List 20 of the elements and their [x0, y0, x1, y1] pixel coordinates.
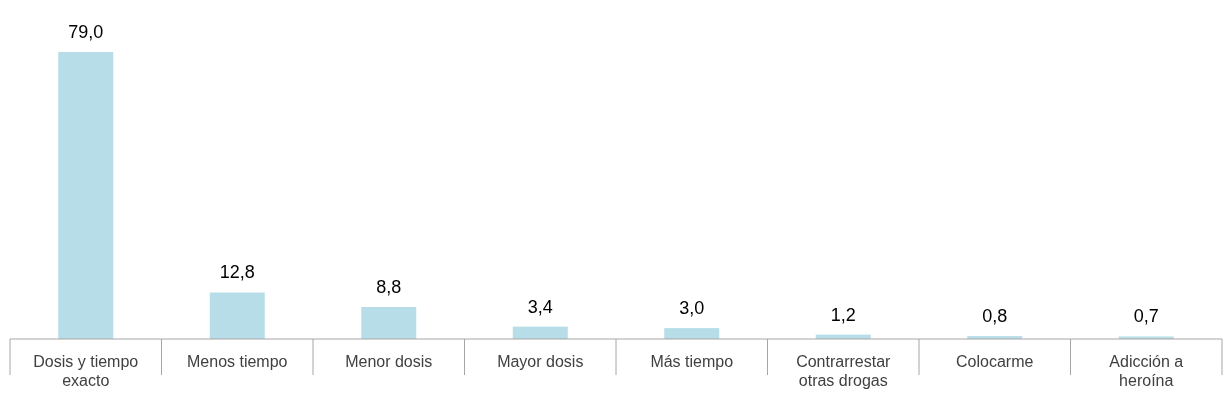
- data-label: 1,2: [830, 304, 856, 325]
- bar: [209, 292, 265, 339]
- data-label: 79,0: [68, 22, 104, 42]
- data-label: 8,8: [376, 277, 402, 298]
- data-label: 0,7: [1133, 306, 1159, 327]
- data-label: 0,8: [982, 306, 1008, 327]
- x-tick-label: Dosis y tiempo exacto: [33, 353, 139, 390]
- bar: [361, 307, 417, 339]
- x-tick-label: Más tiempo: [650, 353, 734, 370]
- x-tick-label: Mayor dosis: [497, 353, 584, 370]
- x-tick-label: Contrarrestar otras drogas: [796, 353, 892, 390]
- x-tick-label: Adicción a heroína: [1109, 353, 1184, 390]
- data-label: 12,8: [219, 262, 255, 283]
- bar: [58, 52, 114, 339]
- data-label: 3,0: [679, 298, 705, 319]
- x-tick-label: Menos tiempo: [187, 353, 288, 370]
- data-label: 3,4: [527, 296, 553, 317]
- x-tick-label: Colocarme: [956, 353, 1034, 370]
- x-tick-label: Menor dosis: [345, 353, 433, 370]
- bar: [664, 328, 720, 339]
